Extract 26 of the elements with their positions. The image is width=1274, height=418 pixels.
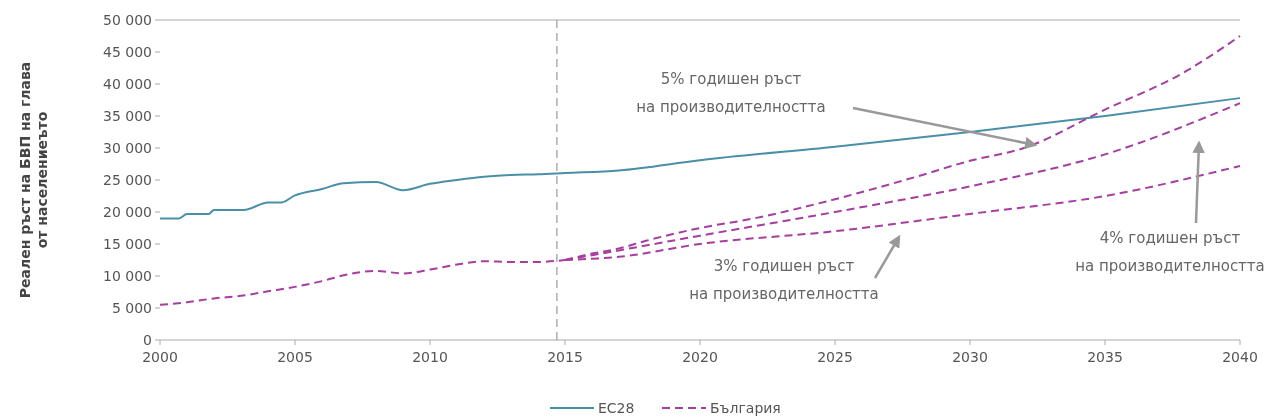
annotation: 5% годишен ръст на производителността [636,70,826,116]
x-tick-label: 2025 [817,349,853,365]
x-tick-label: 2040 [1222,349,1258,365]
legend-label: ЕС28 [598,399,635,416]
y-tick-label: 45 000 [103,43,152,60]
x-tick-label: 2020 [682,349,718,365]
y-tick-label: 30 000 [103,139,152,156]
y-tick-label: 15 000 [103,235,152,252]
x-tick-label: 2005 [277,349,313,365]
legend-label: България [710,399,781,416]
y-tick-label: 0 [143,331,152,348]
x-tick-label: 2030 [952,349,988,365]
y-tick-label: 20 000 [103,203,152,220]
x-tick-label: 2010 [412,349,448,365]
annotation: 3% годишен ръст на производителността [689,257,879,303]
y-tick-label: 25 000 [103,171,152,188]
x-tick-label: 2000 [142,349,178,365]
y-tick-label: 35 000 [103,107,152,124]
x-tick-label: 2015 [547,349,583,365]
y-tick-label: 10 000 [103,267,152,284]
y-tick-label: 50 000 [103,11,152,28]
y-tick-label: 40 000 [103,75,152,92]
y-axis-title: Реален ръст на БВП на глава от населениеъто [17,61,50,299]
y-tick-label: 5 000 [111,299,152,316]
x-tick-label: 2035 [1087,349,1123,365]
annotation: 4% годишен ръст на производителността [1075,229,1265,275]
